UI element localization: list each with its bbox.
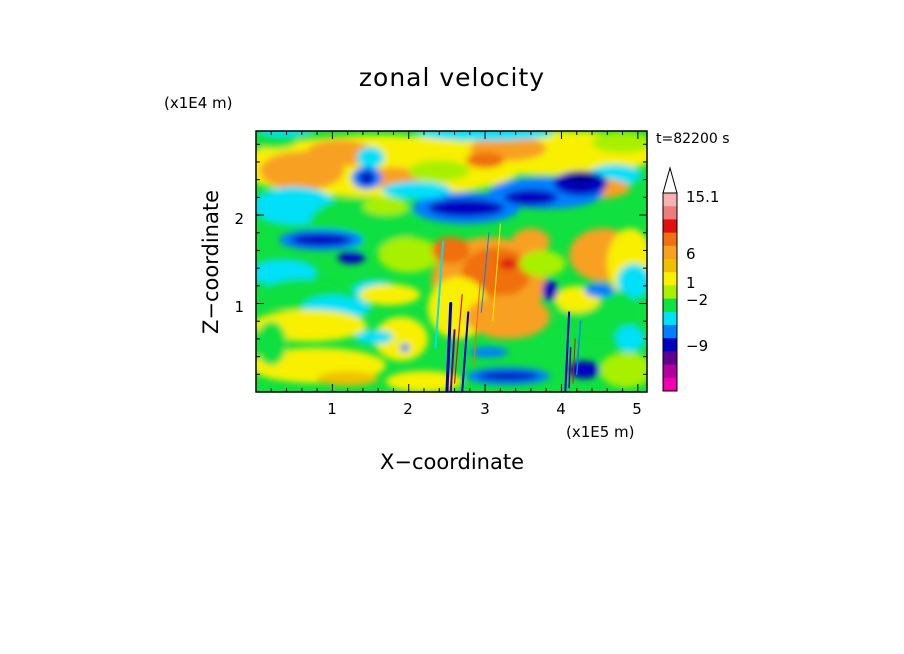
- field-region: [519, 250, 566, 277]
- colorbar-cell: [663, 193, 677, 207]
- field-region: [385, 370, 463, 392]
- field-streak: [564, 311, 571, 392]
- field-region: [614, 325, 646, 353]
- field-region: [542, 279, 558, 301]
- field-region: [359, 284, 421, 306]
- colorbar-cell: [663, 364, 677, 379]
- plot-area: [255, 130, 648, 393]
- field-region: [290, 233, 352, 247]
- field-region: [498, 258, 518, 270]
- colorbar-arrow: [662, 166, 678, 194]
- x-axis-label: X−coordinate: [380, 450, 524, 474]
- chart-title: zonal velocity: [359, 63, 545, 92]
- colorbar-label-6: 6: [686, 245, 696, 263]
- colorbar-cell: [663, 377, 677, 392]
- field-region: [466, 152, 505, 169]
- colorbar-cell: [663, 245, 677, 260]
- field-streak: [434, 240, 445, 349]
- field-region: [592, 131, 647, 154]
- axis-ticks: [256, 131, 647, 392]
- field-region: [469, 346, 509, 358]
- field-region: [355, 330, 394, 345]
- colorbar-frame: [662, 192, 678, 392]
- field-region: [362, 197, 409, 216]
- field-region: [511, 228, 551, 255]
- colorbar-cell: [663, 325, 677, 339]
- y-tick-labels: 1 2: [234, 210, 244, 316]
- x-tick-label-5: 5: [632, 400, 642, 418]
- colorbar-cell: [663, 298, 677, 313]
- x-tick-label-2: 2: [403, 400, 413, 418]
- field-streak: [480, 232, 490, 313]
- field-region: [599, 352, 647, 388]
- x-tick-label-4: 4: [556, 400, 566, 418]
- y-scale-label: (x1E4 m): [164, 94, 233, 112]
- colorbar-cell: [663, 285, 677, 300]
- colorbar-label-minus-2: −2: [686, 291, 708, 309]
- colorbar-label-minus-9: −9: [686, 337, 708, 355]
- field-streak: [461, 311, 470, 392]
- field-streak: [449, 329, 456, 392]
- velocity-field: [256, 131, 647, 392]
- y-tick-label-2: 2: [234, 210, 244, 228]
- field-region: [566, 170, 595, 185]
- colorbar-label-1: 1: [686, 274, 696, 292]
- field-region: [356, 146, 385, 169]
- field-region: [337, 251, 366, 264]
- colorbar-cell: [663, 338, 677, 352]
- field-region: [504, 189, 558, 206]
- x-tick-label-1: 1: [327, 400, 337, 418]
- field-region: [408, 160, 470, 182]
- colorbar-cell: [663, 219, 677, 234]
- x-tick-label-3: 3: [480, 400, 490, 418]
- colorbar-label-15.1: 15.1: [686, 188, 719, 206]
- plot-frame: [255, 130, 648, 393]
- field-region: [427, 199, 505, 217]
- colorbar-cell: [663, 351, 677, 366]
- field-streak: [473, 267, 482, 367]
- field-region: [400, 343, 410, 353]
- y-axis-label: Z−coordinate: [199, 190, 223, 334]
- field-region: [477, 371, 539, 381]
- field-streak: [492, 223, 501, 322]
- x-scale-label: (x1E5 m): [566, 423, 635, 441]
- field-region: [374, 316, 428, 362]
- field-region: [466, 294, 551, 339]
- colorbar-cell: [663, 232, 677, 247]
- field-region: [359, 170, 375, 185]
- field-region: [378, 237, 440, 273]
- field-region: [317, 371, 379, 386]
- field-streak: [568, 347, 572, 389]
- colorbar-cell: [663, 206, 677, 220]
- field-streak: [575, 320, 582, 376]
- field-region: [584, 283, 615, 298]
- field-region: [431, 237, 470, 264]
- field-streak: [445, 302, 453, 392]
- field-region: [256, 321, 287, 366]
- time-label: t=82200 s: [656, 131, 730, 147]
- field-streak: [453, 294, 463, 384]
- colorbar: 15.1 6 1 −2 −9: [662, 166, 719, 392]
- field-region: [617, 263, 647, 300]
- colorbar-cell: [663, 311, 677, 326]
- x-tick-labels: 1 2 3 4 5: [327, 400, 642, 418]
- field-streak: [572, 338, 576, 384]
- colorbar-cell: [663, 259, 677, 273]
- y-tick-label-1: 1: [234, 298, 244, 316]
- colorbar-cell: [663, 272, 677, 286]
- field-region: [382, 181, 451, 200]
